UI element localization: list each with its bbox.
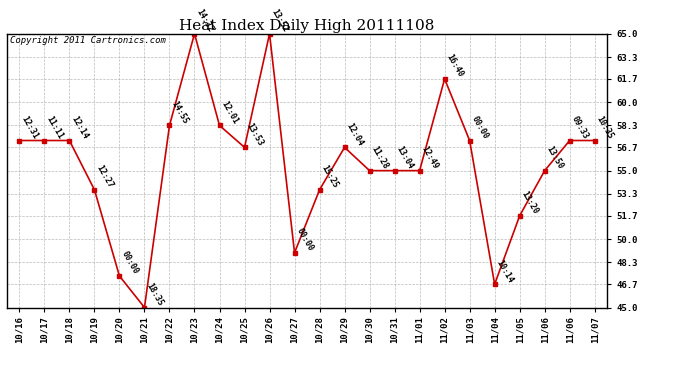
Text: 12:01: 12:01 (219, 99, 240, 126)
Text: 12:14: 12:14 (70, 114, 90, 141)
Text: 16:40: 16:40 (444, 53, 465, 79)
Text: 10:14: 10:14 (495, 258, 515, 284)
Text: 14:55: 14:55 (170, 99, 190, 126)
Text: 18:35: 18:35 (144, 281, 165, 308)
Text: 13:50: 13:50 (544, 144, 565, 171)
Text: 00:00: 00:00 (119, 250, 140, 276)
Text: 09:33: 09:33 (570, 114, 590, 141)
Text: 12:49: 12:49 (420, 144, 440, 171)
Text: 13:53: 13:53 (244, 121, 265, 147)
Text: 00:00: 00:00 (470, 114, 490, 141)
Text: Copyright 2011 Cartronics.com: Copyright 2011 Cartronics.com (10, 36, 166, 45)
Text: 14:32: 14:32 (195, 8, 215, 34)
Text: 13:04: 13:04 (395, 144, 415, 171)
Text: 11:11: 11:11 (44, 114, 65, 141)
Text: 00:00: 00:00 (295, 226, 315, 253)
Text: 13:52: 13:52 (270, 8, 290, 34)
Text: 12:31: 12:31 (19, 114, 40, 141)
Text: 10:35: 10:35 (595, 114, 615, 141)
Text: 11:28: 11:28 (370, 144, 390, 171)
Text: 12:04: 12:04 (344, 121, 365, 147)
Text: 15:25: 15:25 (319, 164, 340, 190)
Text: 12:27: 12:27 (95, 164, 115, 190)
Text: 13:20: 13:20 (520, 190, 540, 216)
Title: Heat Index Daily High 20111108: Heat Index Daily High 20111108 (179, 19, 435, 33)
